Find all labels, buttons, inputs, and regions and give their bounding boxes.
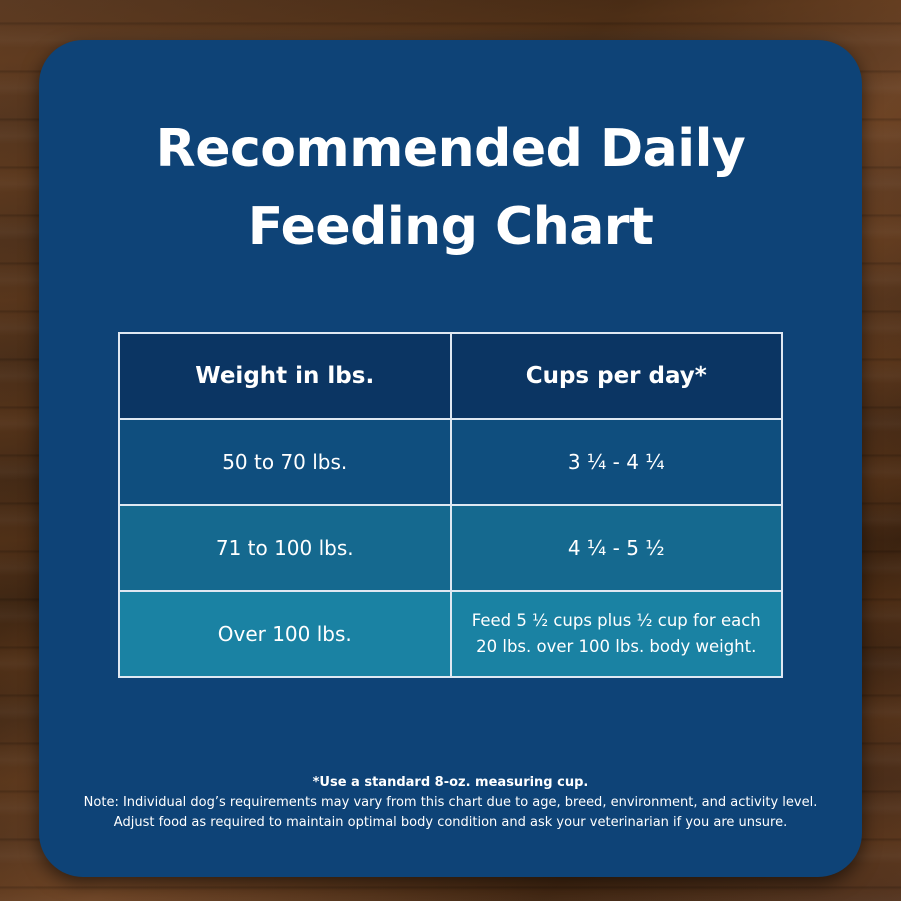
table-row: Over 100 lbs. Feed 5 ½ cups plus ½ cup f… (118, 590, 783, 678)
page-title: Recommended Daily Feeding Chart (39, 110, 862, 266)
table-row: 50 to 70 lbs. 3 ¼ - 4 ¼ (118, 418, 783, 506)
cups-cell: 4 ¼ - 5 ½ (449, 504, 783, 592)
weight-cell: Over 100 lbs. (118, 590, 452, 678)
cups-cell: 3 ¼ - 4 ¼ (449, 418, 783, 506)
feeding-table: Weight in lbs. Cups per day* 50 to 70 lb… (118, 332, 783, 678)
adjust-note: Adjust food as required to maintain opti… (113, 815, 788, 830)
column-header-cups: Cups per day* (449, 332, 783, 420)
requirements-note: Note: Individual dog’s requirements may … (83, 795, 818, 810)
table-row: 71 to 100 lbs. 4 ¼ - 5 ½ (118, 504, 783, 592)
feeding-chart-card: Recommended Daily Feeding Chart Weight i… (39, 40, 862, 877)
title-line-1: Recommended Daily (155, 119, 746, 179)
weight-cell: 50 to 70 lbs. (118, 418, 452, 506)
table-header-row: Weight in lbs. Cups per day* (118, 332, 783, 420)
title-line-2: Feeding Chart (247, 197, 654, 257)
measuring-cup-note: *Use a standard 8-oz. measuring cup. (312, 775, 589, 790)
column-header-weight: Weight in lbs. (118, 332, 452, 420)
cups-cell: Feed 5 ½ cups plus ½ cup for each 20 lbs… (449, 590, 783, 678)
weight-cell: 71 to 100 lbs. (118, 504, 452, 592)
footnote: *Use a standard 8-oz. measuring cup. Not… (39, 773, 862, 833)
